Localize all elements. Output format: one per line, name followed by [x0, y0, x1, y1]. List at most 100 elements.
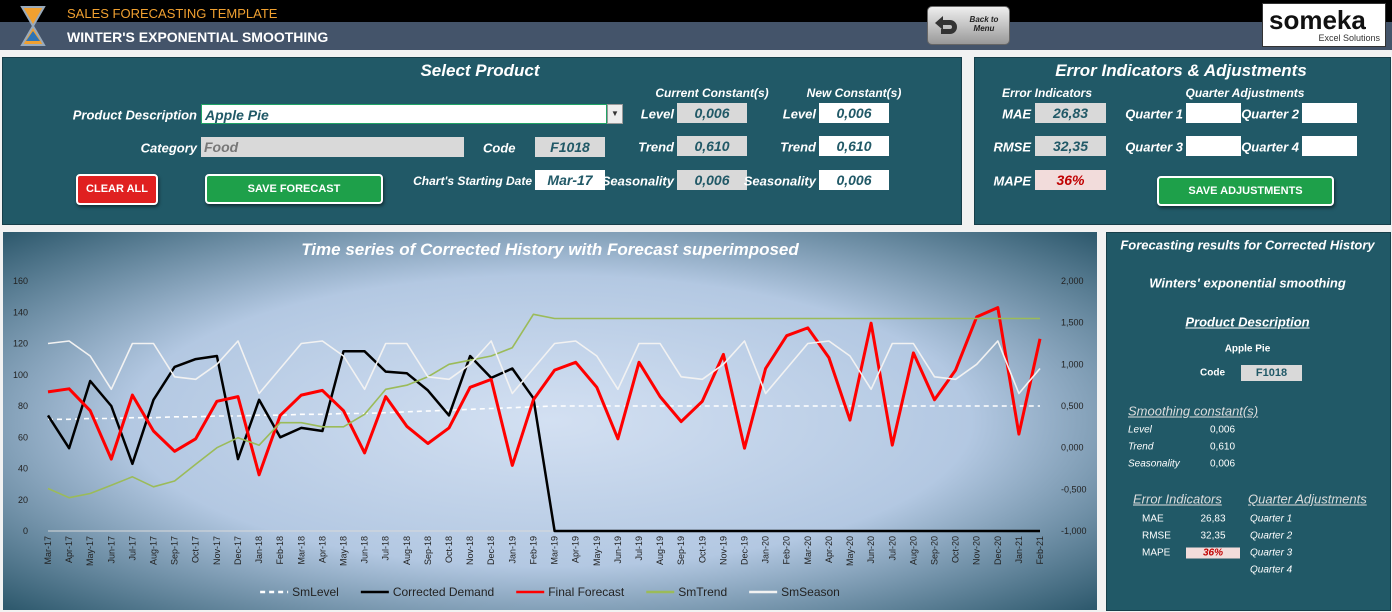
label: MAE — [1002, 106, 1031, 122]
x-tick-label: Sep-20 — [929, 536, 939, 565]
x-tick-label: Apr-20 — [824, 536, 834, 563]
column-header: New Constant(s) — [806, 86, 902, 100]
product-input[interactable]: Apple Pie — [201, 104, 607, 124]
x-tick-label: Jan-18 — [254, 536, 264, 564]
header-subtitle: SALES FORECASTING TEMPLATE — [67, 6, 278, 21]
x-tick-label: Dec-18 — [486, 536, 496, 565]
y-tick-label: 80 — [18, 401, 28, 411]
x-tick-label: Jan-20 — [761, 536, 771, 564]
label: Quarter 4 — [1250, 564, 1293, 576]
quarter-input[interactable] — [1186, 136, 1241, 156]
value: 0,006 — [1210, 458, 1236, 470]
label: Quarter 4 — [1241, 139, 1299, 155]
series-line — [47, 340, 1041, 395]
series-line — [47, 306, 1042, 477]
x-tick-label: Apr-19 — [571, 536, 581, 563]
x-tick-label: Oct-20 — [951, 536, 961, 563]
value: 26,83 — [1200, 513, 1226, 525]
y-tick-label: 160 — [13, 276, 28, 286]
quarter-input[interactable] — [1186, 103, 1241, 123]
category-field: Food — [201, 137, 464, 157]
x-tick-label: Feb-20 — [782, 536, 792, 565]
panel-title: Error Indicators & Adjustments — [1055, 61, 1307, 80]
indicator-value: 26,83 — [1035, 103, 1106, 123]
chart: Time series of Corrected History with Fo… — [3, 232, 1097, 610]
y-tick-label: 60 — [18, 432, 28, 442]
y-tick-label: 20 — [18, 495, 28, 505]
x-tick-label: Mar-19 — [550, 536, 560, 565]
code-field: F1018 — [535, 137, 605, 157]
series-line — [46, 350, 1040, 533]
x-tick-label: Feb-18 — [275, 536, 285, 565]
label: Category — [140, 140, 197, 156]
x-tick-label: Nov-20 — [972, 536, 982, 565]
x-tick-label: Sep-19 — [676, 536, 686, 565]
save-adjustments-button[interactable]: SAVE ADJUSTMENTS — [1157, 176, 1334, 206]
x-tick-label: Sep-18 — [423, 536, 433, 565]
logo-text: someka — [1269, 5, 1366, 35]
current-constant: 0,006 — [677, 103, 747, 123]
quarter-input[interactable] — [1302, 103, 1357, 123]
x-tick-label: Nov-19 — [718, 536, 728, 565]
y2-tick-label: 1,000 — [1061, 359, 1084, 369]
x-tick-label: Apr-17 — [64, 536, 74, 563]
new-constant-input[interactable]: 0,610 — [819, 136, 889, 156]
y2-tick-label: 0,000 — [1061, 443, 1084, 453]
x-tick-label: May-17 — [85, 536, 95, 566]
y-tick-label: 120 — [13, 339, 28, 349]
column-header: Error Indicators — [1001, 86, 1093, 100]
new-constant-input[interactable]: 0,006 — [819, 170, 889, 190]
quarter-input[interactable] — [1302, 136, 1357, 156]
x-tick-label: Jun-17 — [106, 536, 116, 564]
current-constant: 0,006 — [677, 170, 747, 190]
y-tick-label: 140 — [13, 307, 28, 317]
x-tick-label: Dec-20 — [993, 536, 1003, 565]
x-tick-label: Nov-18 — [465, 536, 475, 565]
x-tick-label: Mar-20 — [803, 536, 813, 565]
new-constant-input[interactable]: 0,006 — [819, 103, 889, 123]
x-tick-label: Oct-18 — [444, 536, 454, 563]
x-tick-label: Jul-18 — [381, 536, 391, 561]
select-panel — [2, 57, 962, 225]
label: MAPE — [1142, 547, 1171, 559]
x-tick-label: Oct-19 — [697, 536, 707, 563]
label: Seasonality — [743, 173, 816, 189]
start-date-input[interactable]: Mar-17 — [535, 170, 605, 190]
value: 32,35 — [1200, 530, 1226, 542]
save-forecast-button[interactable]: SAVE FORECAST — [205, 174, 383, 204]
y2-tick-label: 0,500 — [1061, 401, 1084, 411]
section-header: Error Indicators — [1133, 491, 1222, 507]
label: Quarter 3 — [1250, 547, 1293, 559]
x-tick-label: May-19 — [592, 536, 602, 566]
product-name: Apple Pie — [1224, 343, 1271, 355]
label: Code — [1200, 367, 1225, 379]
section-header: Smoothing constant(s) — [1128, 403, 1259, 419]
back-text: Back to Menu — [969, 15, 999, 33]
x-tick-label: May-20 — [845, 536, 855, 566]
chart-background — [3, 232, 1097, 610]
current-constant: 0,610 — [677, 136, 747, 156]
value: 36% — [1186, 547, 1240, 559]
legend-label: SmSeason — [781, 585, 840, 599]
dropdown-arrow[interactable]: ▼ — [607, 104, 623, 124]
x-tick-label: Dec-19 — [740, 536, 750, 565]
x-tick-label: Mar-17 — [43, 536, 53, 565]
label: RMSE — [1142, 530, 1171, 542]
header-bar — [0, 22, 1392, 50]
label: Seasonality — [1128, 458, 1180, 470]
x-tick-label: Jun-19 — [613, 536, 623, 564]
label: Seasonality — [601, 173, 674, 189]
back-button[interactable]: Back to Menu — [927, 6, 1010, 45]
label: Quarter 1 — [1125, 106, 1183, 122]
legend-label: SmTrend — [678, 585, 727, 599]
x-tick-label: Aug-18 — [402, 536, 412, 565]
series-line — [47, 313, 1040, 499]
x-tick-label: Nov-17 — [212, 536, 222, 565]
y2-tick-label: -0,500 — [1061, 484, 1087, 494]
x-tick-label: Feb-19 — [528, 536, 538, 565]
clear-button[interactable]: CLEAR ALL — [76, 174, 158, 205]
indicator-value: 32,35 — [1035, 136, 1106, 156]
hourglass-icon — [20, 6, 46, 46]
y-tick-label: 40 — [18, 464, 28, 474]
